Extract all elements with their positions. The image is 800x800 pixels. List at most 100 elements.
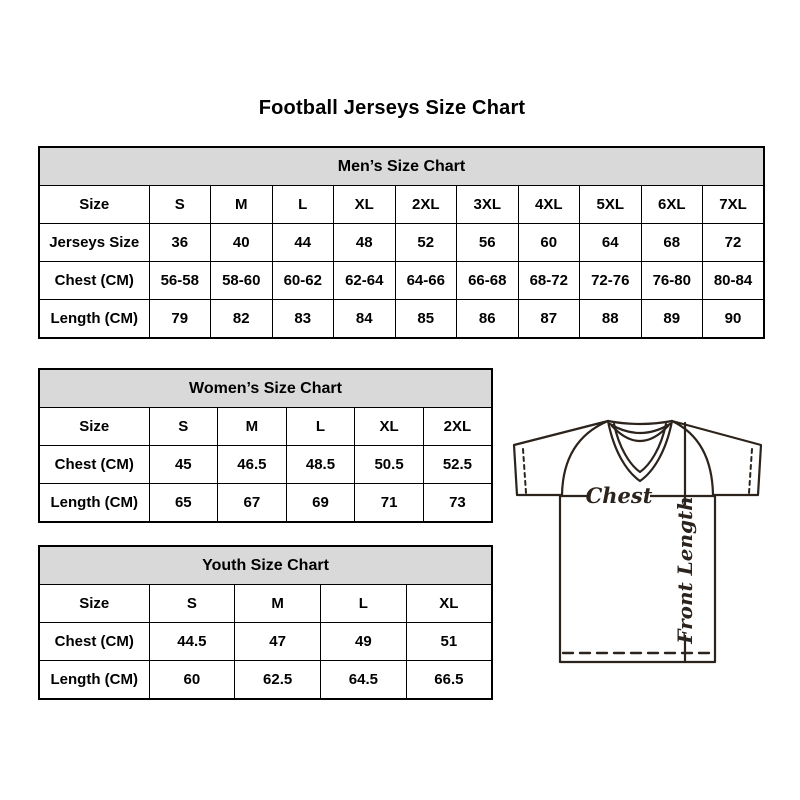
value-cell: 52 [394,223,457,262]
value-cell: 64.5 [320,660,407,700]
womens-size-chart-table: Women’s Size Chart Size S M L XL 2XL Che… [38,368,493,523]
value-cell: XL [333,185,396,224]
value-cell: 79 [148,299,211,339]
value-cell: 72 [702,223,765,262]
row-label-cell: Length (CM) [38,299,150,339]
value-cell: 67 [217,483,287,523]
value-cell: 49 [320,622,407,661]
value-cell: 50.5 [354,445,424,484]
chest-label-backdrop [588,484,650,506]
collar-top-line [606,419,674,426]
page-title: Football Jerseys Size Chart [258,97,526,119]
value-cell: 88 [579,299,642,339]
collar-v-outer [606,419,674,483]
value-cell: 45 [148,445,219,484]
value-cell: 60 [148,660,236,700]
value-cell: 46.5 [217,445,287,484]
row-label-cell: Jerseys Size [38,223,150,262]
value-cell: 48.5 [285,445,356,484]
row-label-cell: Length (CM) [38,483,150,523]
value-cell: S [148,407,219,446]
value-cell: 72-76 [579,261,642,300]
value-cell: M [210,185,273,224]
value-cell: 60-62 [271,261,334,300]
value-cell: 64-66 [394,261,457,300]
value-cell: 66.5 [405,660,493,700]
table-row: Size S M L XL [38,584,493,623]
table-title-cell: Men’s Size Chart [38,146,765,186]
value-cell: 86 [456,299,519,339]
value-cell: 73 [422,483,493,523]
value-cell: S [148,584,236,623]
value-cell: S [148,185,211,224]
table-row: Length (CM) 60 62.5 64.5 66.5 [38,660,493,700]
value-cell: 7XL [702,185,765,224]
value-cell: 68 [640,223,703,262]
value-cell: L [285,407,356,446]
youth-size-chart-table: Youth Size Chart Size S M L XL Chest (CM… [38,545,493,700]
collar-back-arc-2 [610,424,670,442]
value-cell: 4XL [517,185,580,224]
cuff-dashed-line-right [748,448,753,494]
jersey-measurement-diagram: Chest Front Length [512,419,763,664]
value-cell: 56 [456,223,519,262]
jersey-body-outline [558,493,717,664]
value-cell: 82 [210,299,273,339]
row-label-cell: Size [38,584,150,623]
value-cell: 71 [354,483,424,523]
table-title-cell: Youth Size Chart [38,545,493,585]
value-cell: 47 [234,622,321,661]
value-cell: 68-72 [517,261,580,300]
row-label-cell: Chest (CM) [38,622,150,661]
table-title-cell: Women’s Size Chart [38,368,493,408]
row-label-cell: Size [38,407,150,446]
front-length-measure-label: Front Length [673,496,697,645]
value-cell: 58-60 [210,261,273,300]
value-cell: 6XL [640,185,703,224]
value-cell: 56-58 [148,261,211,300]
table-row: Chest (CM) 45 46.5 48.5 50.5 52.5 [38,445,493,484]
value-cell: 44.5 [148,622,236,661]
value-cell: 65 [148,483,219,523]
table-row: Length (CM) 79 82 83 84 85 86 87 88 89 9… [38,299,765,339]
cuff-dashed-line-left [522,448,527,494]
row-label-cell: Length (CM) [38,660,150,700]
value-cell: 80-84 [702,261,765,300]
value-cell: 40 [210,223,273,262]
value-cell: XL [354,407,424,446]
jersey-left-sleeve [512,419,610,497]
collar-v-inner [612,422,668,474]
value-cell: M [234,584,321,623]
value-cell: 2XL [394,185,457,224]
value-cell: 84 [333,299,396,339]
table-row: Length (CM) 65 67 69 71 73 [38,483,493,523]
table-row: Size S M L XL 2XL 3XL 4XL 5XL 6XL 7XL [38,185,765,224]
table-row: Jerseys Size 36 40 44 48 52 56 60 64 68 … [38,223,765,262]
value-cell: 90 [702,299,765,339]
mens-size-chart-table: Men’s Size Chart Size S M L XL 2XL 3XL 4… [38,146,765,339]
value-cell: 85 [394,299,457,339]
value-cell: 69 [285,483,356,523]
chest-measure-label: Chest [586,483,653,508]
table-title-row: Women’s Size Chart [38,368,493,408]
value-cell: 3XL [456,185,519,224]
table-title-row: Youth Size Chart [38,545,493,585]
value-cell: 62-64 [333,261,396,300]
value-cell: 66-68 [456,261,519,300]
row-label-cell: Chest (CM) [38,445,150,484]
value-cell: 51 [405,622,493,661]
value-cell: L [320,584,407,623]
jersey-right-sleeve [670,419,763,497]
value-cell: 36 [148,223,211,262]
value-cell: 5XL [579,185,642,224]
value-cell: L [271,185,334,224]
value-cell: 76-80 [640,261,703,300]
table-row: Size S M L XL 2XL [38,407,493,446]
row-label-cell: Chest (CM) [38,261,150,300]
value-cell: XL [405,584,493,623]
table-row: Chest (CM) 56-58 58-60 60-62 62-64 64-66… [38,261,765,300]
value-cell: M [217,407,287,446]
table-row: Chest (CM) 44.5 47 49 51 [38,622,493,661]
value-cell: 44 [271,223,334,262]
